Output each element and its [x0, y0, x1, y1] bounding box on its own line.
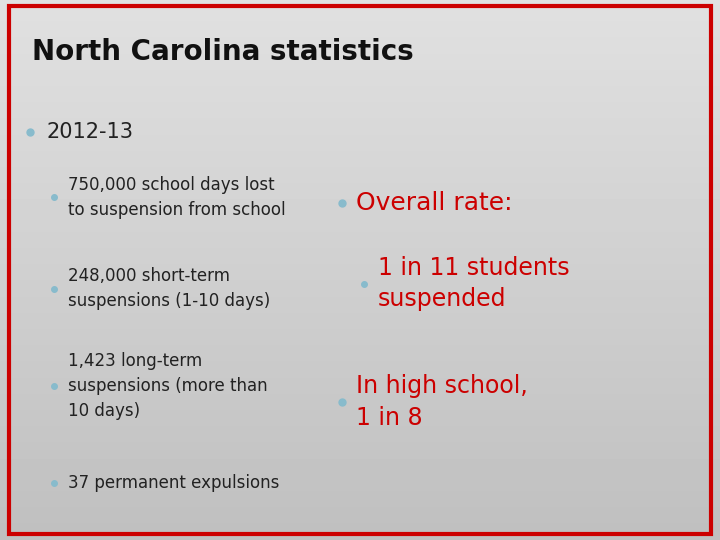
Text: 1 in 11 students
suspended: 1 in 11 students suspended [378, 256, 570, 311]
Text: Overall rate:: Overall rate: [356, 191, 513, 214]
Text: 2012-13: 2012-13 [47, 122, 134, 143]
Text: 37 permanent expulsions: 37 permanent expulsions [68, 474, 280, 492]
Text: North Carolina statistics: North Carolina statistics [32, 38, 414, 66]
Text: 248,000 short-term
suspensions (1-10 days): 248,000 short-term suspensions (1-10 day… [68, 267, 271, 310]
Text: 1,423 long-term
suspensions (more than
10 days): 1,423 long-term suspensions (more than 1… [68, 352, 268, 420]
Text: In high school,
1 in 8: In high school, 1 in 8 [356, 375, 528, 430]
Text: 750,000 school days lost
to suspension from school: 750,000 school days lost to suspension f… [68, 176, 286, 219]
